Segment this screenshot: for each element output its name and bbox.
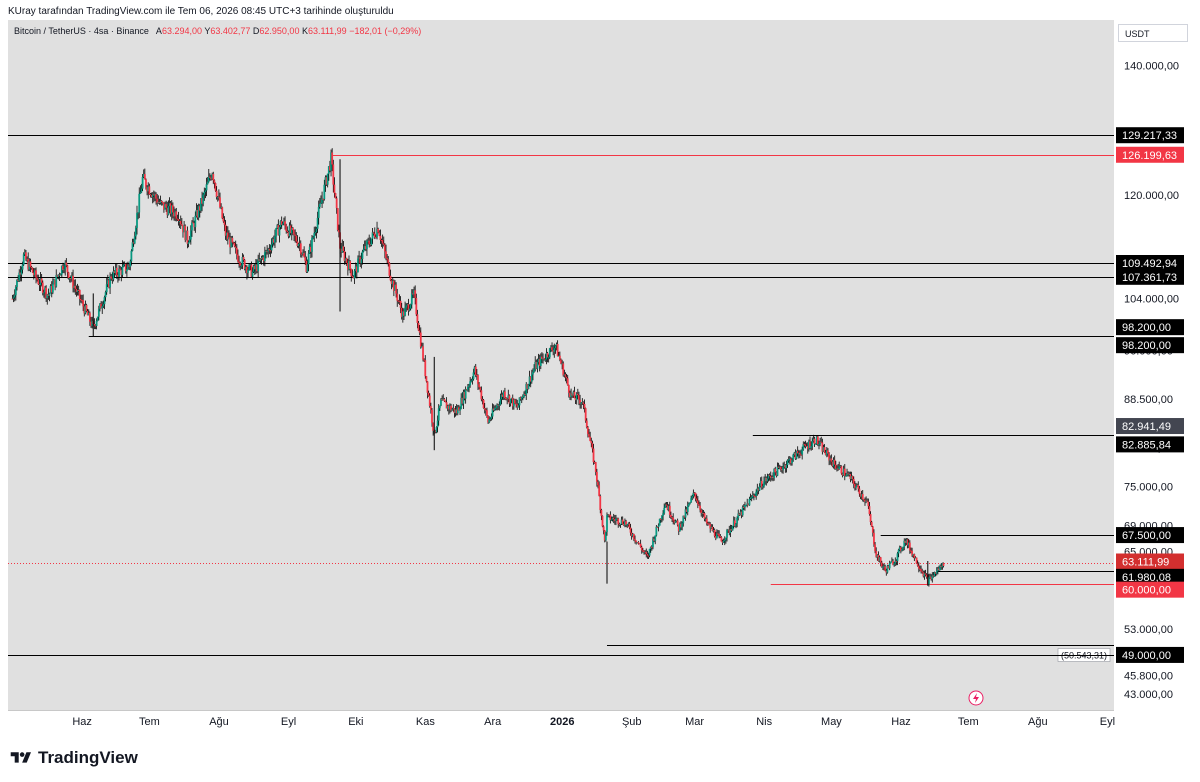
legend-close: 63.111,99 (307, 26, 347, 36)
legend-low-label: D (252, 26, 260, 36)
legend-change: −182,01 (−0,29%) (349, 26, 422, 36)
legend-symbol: Bitcoin / TetherUS · 4sa · Binance (14, 26, 149, 36)
symbol-legend: Bitcoin / TetherUS · 4sa · Binance A63.2… (14, 26, 421, 36)
plot-area[interactable] (8, 20, 1114, 710)
legend-high-label: Y (204, 26, 211, 36)
legend-close-label: K (301, 26, 308, 36)
legend-open: 63.294,00 (161, 26, 202, 36)
tradingview-logo-icon (10, 752, 31, 763)
chart-caption: KUray tarafından TradingView.com ile Tem… (8, 6, 394, 17)
legend-high: 63.402,77 (210, 26, 251, 36)
tradingview-logo: TradingView (8, 748, 138, 768)
price-axis[interactable] (1116, 20, 1196, 710)
time-axis[interactable] (8, 710, 1114, 735)
legend-open-label: A (155, 26, 162, 36)
brand-name: TradingView (38, 748, 138, 767)
currency-button[interactable]: USDT (1118, 24, 1188, 42)
legend-low: 62.950,00 (259, 26, 300, 36)
